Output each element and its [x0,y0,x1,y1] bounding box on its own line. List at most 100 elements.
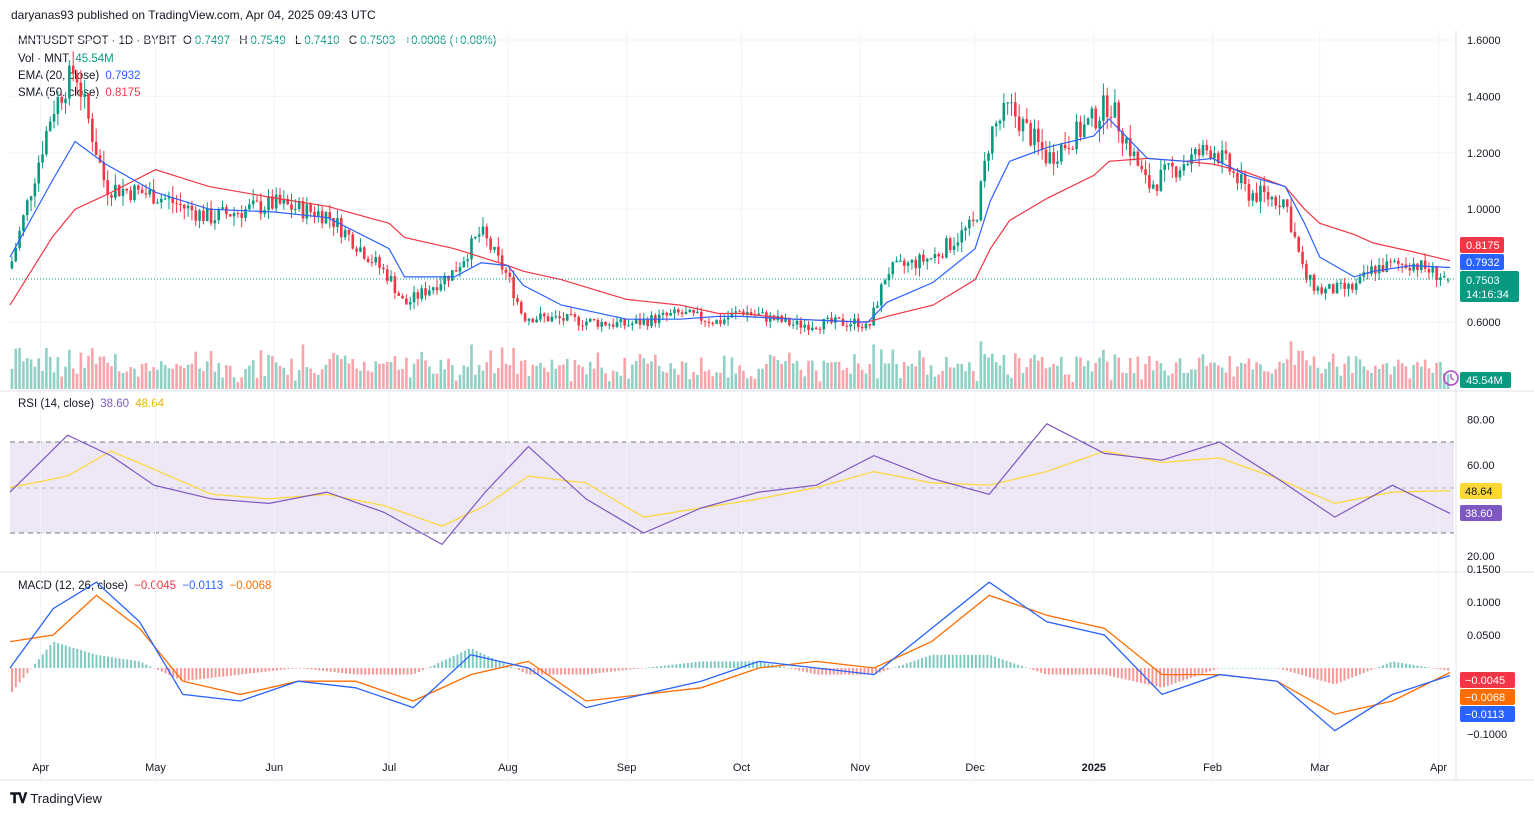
volume-bar [1006,374,1009,389]
alert-clock-icon[interactable] [1443,370,1459,386]
candle-body [1002,102,1006,121]
volume-bar [554,368,558,389]
volume-bar [753,378,757,389]
macd-hist-bar [91,653,94,668]
volume-bar [588,361,592,389]
candle-body [761,312,764,314]
rsi-line[interactable] [9,423,1451,546]
macd-hist-bar [1343,668,1346,681]
macd-hist-bar [287,668,290,670]
candle-body [1351,283,1354,290]
rsi-label: RSI (14, close) [18,398,95,410]
volume-bar [1117,357,1121,389]
volume-bar [1075,356,1078,389]
candlesticks[interactable] [10,51,1450,335]
candle-body [359,247,362,252]
candle-body [1178,170,1182,178]
rsi-tick-label: 20.00 [1467,551,1495,563]
price-axis-labels[interactable]: 1.6000 1.4000 1.2000 1.0000 0.6000 80.00 60.00… [1467,35,1507,741]
macd-hist-bar [187,668,190,681]
candle-body [485,226,489,239]
volume-bar [282,367,286,389]
macd-hist-bar [886,668,889,670]
volume-bar [799,369,803,389]
macd-hist-bar [53,641,56,668]
volume-bar [657,365,661,389]
volume-bar [152,367,155,389]
symbol-label[interactable]: MNTUSDT SPOT · 1D · BYBIT [18,35,177,47]
price-tick-label: 1.0000 [1467,204,1501,216]
ema-line[interactable] [9,118,1451,323]
macd-hist-bar [398,668,401,675]
low-value: 0.7410 [304,35,340,47]
candle-body [301,201,305,219]
macd-hist-bar [1285,668,1288,671]
candle-body [1278,205,1281,208]
volume-bar [673,368,676,389]
volume-bar [531,364,535,389]
time-axis-labels[interactable]: Apr May Jun Jul Aug Sep Oct Nov Dec 2025 Feb Mar Apr [32,762,1447,774]
candle-body [558,316,561,319]
volume-bar [1171,373,1174,389]
volume-bar [301,344,305,389]
macd-hist-bar [467,649,470,668]
macd-legend[interactable]: MACD (12, 26, close) −0.0045 −0.0113 −0.… [18,580,274,592]
ema-legend[interactable]: EMA (20, close) 0.7932 [18,70,144,82]
volume-bar [577,364,581,389]
volume-bar [565,358,569,389]
time-tick-label: Oct [733,762,750,774]
candle-body [1071,148,1075,150]
candle-body [799,320,803,328]
candle-body [328,212,332,219]
candle-body [822,319,826,330]
rsi-legend[interactable]: RSI (14, close) 38.60 48.64 [18,398,167,410]
candle-body [190,205,194,211]
candle-body [1377,265,1381,274]
volume-bar [1416,362,1419,389]
volume-bar [1044,368,1048,389]
macd-line[interactable] [9,581,1451,732]
candle-body [565,313,569,321]
candle-body [1201,144,1205,156]
candle-body [1113,102,1117,118]
candle-body [588,318,592,322]
volume-bar [194,351,198,389]
volume-bar [451,365,454,389]
macd-hist-bar [1297,668,1300,675]
volume-tag [1460,372,1511,388]
volume-bar [1324,368,1327,389]
candle-body [431,287,435,291]
candle-body [554,316,558,318]
volume-bar [79,352,83,389]
macd-hist-bar [744,661,747,668]
time-tick-label: Mar [1310,762,1329,774]
volume-bar [646,363,649,389]
volume-bar [757,368,761,389]
volume-bar [742,370,745,389]
macd-signal-line[interactable] [9,594,1451,715]
volume-legend[interactable]: Vol · MNT 45.54M [18,53,117,65]
macd-hist-tag-text: −0.0045 [1465,675,1505,687]
volume-bar [1293,364,1297,389]
macd-hist-bar [759,661,762,668]
candle-body [1270,196,1274,200]
volume-bar [114,353,117,389]
macd-hist-bar [871,668,874,675]
tradingview-logo[interactable]: 𝐓𝐕 TradingView [10,790,102,807]
volume-bar [1385,363,1389,389]
macd-hist-bar [1063,668,1066,675]
candle-body [1033,128,1036,146]
volume-bar [876,378,879,389]
candle-body [604,322,607,326]
volume-bar [891,349,895,389]
volume-bar [837,361,841,389]
candle-body [98,155,102,163]
volume-bar [1370,372,1373,389]
volume-bar [408,377,412,389]
candle-body [474,236,477,239]
sma-line[interactable] [9,157,1451,323]
volume-bar [25,357,29,389]
candle-body [991,126,994,154]
candle-body [523,313,527,321]
